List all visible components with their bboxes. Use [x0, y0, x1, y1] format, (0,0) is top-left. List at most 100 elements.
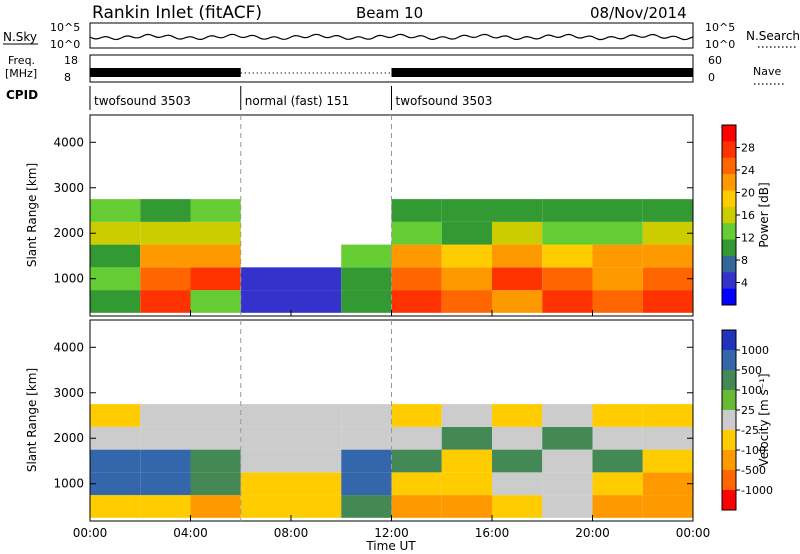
colorbar-swatch — [722, 239, 736, 257]
heatmap-cell — [140, 404, 191, 427]
cpid-label: CPID — [6, 88, 38, 102]
x-tick-label: 08:00 — [274, 526, 309, 540]
heatmap-cell — [492, 267, 543, 291]
colorbar-tick-label: -100 — [741, 444, 766, 457]
heatmap-cell — [592, 495, 643, 518]
colorbar-tick-label: -25 — [741, 424, 759, 437]
heatmap-cell — [291, 290, 342, 313]
colorbar-tick-label: 28 — [741, 142, 755, 155]
heatmap-cell — [592, 199, 643, 222]
colorbar-tick-label: 20 — [741, 187, 755, 200]
y-tick-label: 1000 — [53, 272, 84, 286]
heatmap-cell — [291, 495, 342, 518]
nsky-tick-bottom: 10^0 — [50, 38, 80, 51]
power-panel: 1000 2000 3000 4000 Slant Range [km] 28 24 20… — [25, 114, 771, 317]
cpid-segment-label: twofsound 3503 — [396, 94, 493, 108]
heatmap-cell — [291, 267, 342, 291]
colorbar-frame — [721, 329, 737, 511]
heatmap-cell — [190, 426, 241, 450]
heatmap-cell — [492, 221, 543, 245]
colorbar-tick-label: 8 — [741, 254, 748, 267]
colorbar-swatch — [722, 350, 736, 371]
power-colorbar: 28 24 20 16 12 8 4 — [721, 124, 755, 306]
heatmap-cell — [190, 290, 241, 313]
colorbar-tick-label: 16 — [741, 209, 755, 222]
heatmap-cell — [90, 221, 141, 245]
freq-unit: [MHz] — [5, 67, 37, 80]
nsky-tick-top: 10^5 — [50, 21, 80, 34]
heatmap-cell — [140, 290, 191, 313]
heatmap-cell — [492, 426, 543, 450]
colorbar-tick-label: 12 — [741, 232, 755, 245]
colorbar-swatch — [722, 174, 736, 191]
heatmap-cell — [441, 221, 492, 245]
heatmap-cell — [391, 404, 442, 427]
y-tick-label: 1000 — [53, 477, 84, 491]
heatmap-cell — [542, 244, 593, 268]
station-title: Rankin Inlet (fitACF) — [92, 3, 262, 23]
heatmap-cell — [190, 221, 241, 245]
colorbar-swatch — [722, 430, 736, 451]
x-tick-label: 12:00 — [374, 526, 409, 540]
heatmap-cell — [642, 472, 693, 496]
heatmap-cell — [441, 244, 492, 268]
heatmap-cell — [190, 449, 241, 473]
heatmap-cell — [542, 267, 593, 291]
heatmap-cell — [190, 244, 241, 268]
heatmap-cell — [542, 495, 593, 518]
x-tick-label: 00:00 — [676, 526, 711, 540]
heatmap-cell — [190, 267, 241, 291]
heatmap-cell — [542, 426, 593, 450]
freq-bars — [90, 68, 693, 77]
heatmap-cell — [492, 495, 543, 518]
heatmap-cell — [341, 449, 392, 473]
colorbar-swatch — [722, 288, 736, 306]
heatmap-cell — [592, 404, 643, 427]
heatmap-cell — [90, 449, 141, 473]
y-tick-label: 4000 — [53, 135, 84, 149]
heatmap-cell — [542, 404, 593, 427]
heatmap-cell — [240, 472, 291, 496]
colorbar-tick-label: 100 — [741, 384, 762, 397]
y-tick-label: 2000 — [53, 226, 84, 240]
heatmap-cell — [240, 495, 291, 518]
heatmap-cell — [190, 199, 241, 222]
heatmap-cell — [90, 495, 141, 518]
heatmap-cell — [240, 290, 291, 313]
colorbar-swatch — [722, 157, 736, 175]
heatmap-cell — [642, 199, 693, 222]
velocity-cbar-title: Velocity [m s⁻¹] — [757, 373, 771, 466]
colorbar-swatch — [722, 272, 736, 290]
y-tick-label: 2000 — [53, 431, 84, 445]
heatmap-cell — [140, 221, 191, 245]
heatmap-cell — [441, 495, 492, 518]
heatmap-cell — [391, 199, 442, 222]
heatmap-cell — [341, 404, 392, 427]
colorbar-tick-label: 4 — [741, 277, 748, 290]
power-ylabel: Slant Range [km] — [25, 163, 39, 267]
heatmap-cell — [542, 221, 593, 245]
heatmap-cell — [140, 244, 191, 268]
heatmap-cell — [542, 472, 593, 496]
heatmap-cell — [642, 221, 693, 245]
colorbar-swatch — [722, 141, 736, 159]
colorbar-swatch — [722, 125, 736, 142]
x-tick-label: 00:00 — [73, 526, 108, 540]
beam-label: Beam 10 — [356, 4, 423, 22]
heatmap-cell — [592, 290, 643, 313]
heatmap-cell — [341, 244, 392, 268]
heatmap-cell — [492, 404, 543, 427]
heatmap-cell — [341, 495, 392, 518]
heatmap-cell — [492, 290, 543, 313]
freq-bar — [391, 68, 693, 77]
nsearch-tick-top: 10^5 — [705, 21, 735, 34]
freq-strip: Freq. [MHz] 18 8 60 0 Nave — [5, 54, 786, 85]
x-axis-label: Time UT — [365, 539, 416, 553]
y-tick-label: 3000 — [53, 181, 84, 195]
velocity-ylabel: Slant Range [km] — [25, 368, 39, 472]
heatmap-cell — [240, 426, 291, 450]
colorbar-swatch — [722, 450, 736, 471]
heatmap-cell — [642, 449, 693, 473]
heatmap-cell — [291, 426, 342, 450]
freq-bar — [90, 68, 241, 77]
